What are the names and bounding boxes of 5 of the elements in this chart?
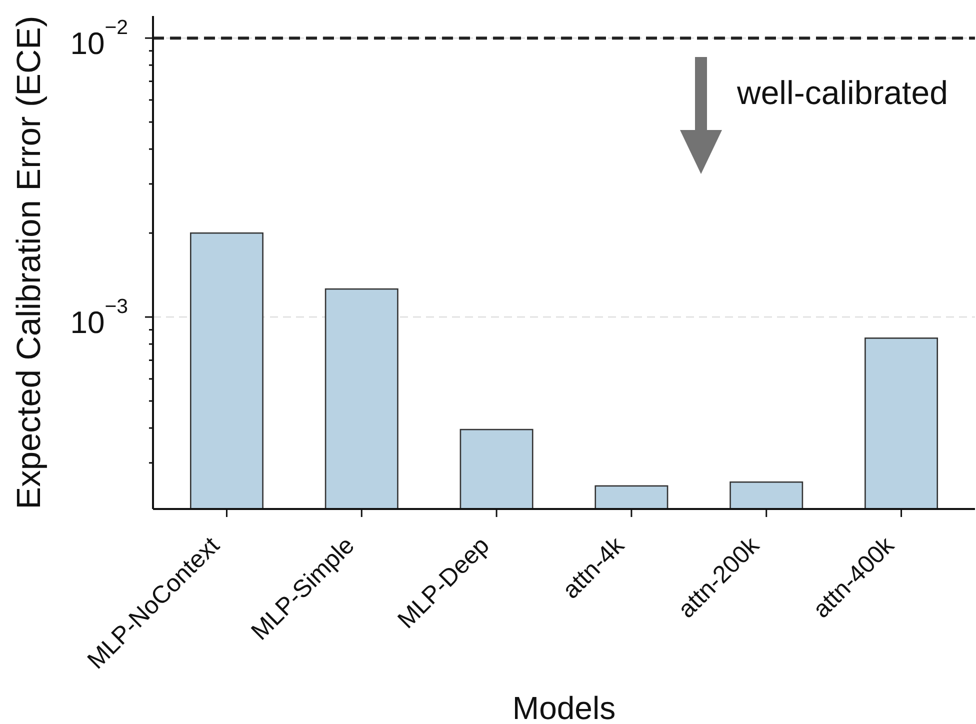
y-axis-title: Expected Calibration Error (ECE) (11, 16, 48, 510)
y-tick-label: 10$^{−2}$ (70, 16, 128, 62)
y-tick-label: 10$^{−3}$ (70, 294, 128, 340)
annotation: well-calibrated (736, 74, 948, 111)
x-axis-title: Models (512, 690, 616, 724)
